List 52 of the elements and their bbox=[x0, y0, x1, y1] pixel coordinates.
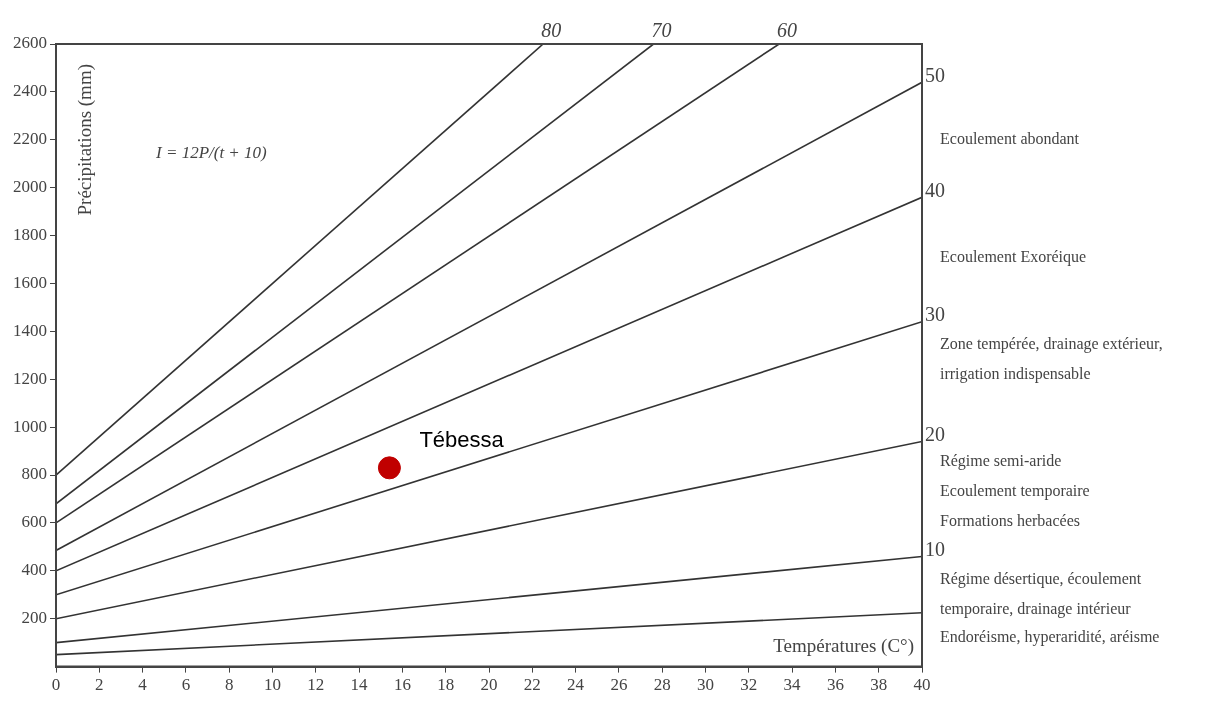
x-tick-label: 40 bbox=[913, 675, 931, 695]
x-tick-label: 6 bbox=[181, 675, 191, 695]
y-tick-label: 2600 bbox=[13, 33, 47, 53]
series-label: 20 bbox=[925, 422, 945, 445]
y-tick-label: 2000 bbox=[13, 177, 47, 197]
y-tick-label: 1400 bbox=[13, 320, 47, 340]
x-tick-label: 20 bbox=[480, 675, 498, 695]
x-tick-label: 12 bbox=[307, 675, 325, 695]
annotation: I = 12P/(t + 10) bbox=[155, 143, 268, 163]
y-tick-label: 200 bbox=[21, 608, 47, 628]
x-tick-label: 34 bbox=[783, 675, 802, 695]
x-axis-title: Températures (C°) bbox=[773, 635, 914, 658]
y-tick-label: 400 bbox=[21, 560, 47, 580]
x-tick-label: 2 bbox=[95, 675, 104, 695]
x-tick-label: 8 bbox=[224, 675, 234, 695]
x-tick-label: 14 bbox=[350, 675, 369, 695]
text: Régime semi-aride Ecoulement temporaire Formations herbacées bbox=[940, 452, 1090, 530]
text: Zone tempérée, drainage extérieur, irrigation indispensable bbox=[940, 335, 1163, 384]
x-tick-label: 26 bbox=[610, 675, 628, 695]
series-label: 50 bbox=[925, 63, 945, 86]
x-tick-label: 16 bbox=[393, 675, 411, 695]
y-tick-label: 1800 bbox=[13, 225, 47, 245]
y-axis-title: Précipitations (mm) bbox=[73, 64, 96, 216]
x-tick-label: 22 bbox=[523, 675, 541, 695]
y-tick-label: 1000 bbox=[13, 416, 47, 436]
y-tick-label: 600 bbox=[21, 512, 47, 532]
x-tick-label: 38 bbox=[870, 675, 888, 695]
text: Ecoulement abondant bbox=[940, 130, 1080, 148]
series-label: 70 bbox=[651, 19, 672, 42]
series-label: 30 bbox=[925, 303, 945, 326]
x-tick-label: 18 bbox=[437, 675, 455, 695]
y-tick-label: 800 bbox=[21, 464, 47, 484]
text: Endoréisme, hyperaridité, aréisme bbox=[940, 628, 1160, 647]
y-tick-label: 1200 bbox=[13, 368, 47, 388]
x-tick-label: 0 bbox=[51, 675, 61, 695]
y-tick-label: 2200 bbox=[13, 129, 47, 149]
x-tick-label: 30 bbox=[697, 675, 714, 695]
series-label: 80 bbox=[541, 19, 562, 42]
text: Régime désertique, écoulement temporaire, drainage intérieur bbox=[940, 570, 1142, 619]
x-tick-label: 4 bbox=[138, 675, 148, 695]
x-tick-label: 10 bbox=[264, 675, 281, 695]
text: Ecoulement Exoréique bbox=[940, 248, 1087, 267]
series-label: 40 bbox=[925, 178, 945, 201]
x-tick-label: 36 bbox=[826, 675, 844, 695]
x-tick-label: 24 bbox=[567, 675, 585, 695]
series-label: 60 bbox=[777, 19, 798, 42]
series-label: 10 bbox=[925, 537, 945, 560]
x-tick-label: 28 bbox=[653, 675, 671, 695]
y-tick-label: 2400 bbox=[13, 81, 47, 101]
series-label: Tébessa bbox=[419, 426, 505, 452]
x-tick-label: 32 bbox=[740, 675, 758, 695]
y-tick-label: 1600 bbox=[13, 272, 47, 292]
